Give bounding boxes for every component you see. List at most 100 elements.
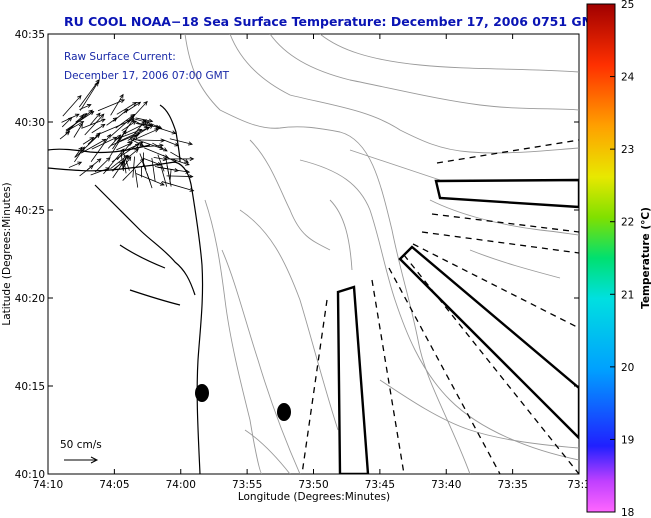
mooring-marker — [195, 384, 209, 402]
current-vector — [134, 169, 139, 188]
x-tick-label: 74:05 — [99, 479, 129, 491]
current-vector-head — [101, 138, 107, 143]
current-vector-head — [139, 142, 145, 147]
current-vector-head — [171, 130, 177, 135]
colorbar-tick-label: 21 — [621, 289, 634, 301]
current-vector-head — [74, 113, 80, 118]
coastline — [48, 104, 204, 474]
current-vector — [151, 157, 156, 182]
colorbar-tick-label: 22 — [621, 217, 634, 229]
current-vector-head — [184, 158, 189, 163]
current-vector — [144, 147, 169, 159]
current-vector — [65, 111, 94, 131]
current-vector — [116, 102, 137, 115]
current-vector — [129, 119, 147, 141]
current-vector — [111, 161, 123, 171]
colorbar-tick-label: 20 — [621, 362, 634, 374]
current-vector — [157, 154, 165, 172]
current-vector — [91, 124, 105, 134]
colorbar-tick-label: 23 — [621, 144, 634, 156]
current-vector-head — [148, 118, 154, 123]
current-label-line1: Raw Surface Current: — [64, 51, 176, 63]
mooring-marker — [277, 403, 291, 421]
y-tick-label: 40:15 — [15, 381, 45, 393]
current-vector — [90, 134, 111, 163]
current-vector-head — [159, 146, 165, 151]
scale-label: 50 cm/s — [60, 439, 102, 451]
current-vector-head — [77, 161, 83, 166]
y-tick-label: 40:30 — [15, 117, 45, 129]
current-vector-head — [89, 110, 95, 116]
colorbar-tick-label: 24 — [621, 72, 635, 84]
current-vector — [141, 161, 151, 183]
beam-box-southeast — [398, 245, 579, 440]
current-vector — [78, 79, 100, 108]
current-vector-head — [133, 134, 138, 139]
current-vector — [61, 117, 73, 128]
y-axis-label: Latitude (Degrees:Minutes) — [1, 182, 13, 325]
current-vector — [152, 142, 168, 152]
current-vector — [106, 117, 118, 126]
current-vector-head — [162, 147, 168, 152]
current-vector — [135, 173, 165, 186]
current-vector — [131, 118, 148, 129]
current-vector-head — [147, 122, 153, 127]
current-vector — [128, 101, 148, 123]
current-vector — [84, 113, 105, 136]
y-axis-ticks: 40:35 40:30 40:25 40:20 40:15 40:10 — [15, 29, 579, 481]
current-vector-head — [132, 102, 138, 107]
current-vector-head — [174, 142, 180, 147]
beam-line — [403, 254, 579, 474]
current-vector-head — [134, 148, 139, 153]
current-vector — [107, 134, 121, 149]
plot-area: Raw Surface Current: December 17, 2006 0… — [47, 33, 580, 475]
current-vector — [132, 156, 135, 178]
current-vector — [161, 181, 194, 192]
current-vector — [87, 132, 101, 145]
current-vector — [112, 109, 128, 122]
current-vector — [170, 158, 190, 166]
surface-current-vectors — [59, 79, 195, 192]
radar-beam-boxes — [336, 178, 579, 474]
current-vector-head — [78, 146, 83, 152]
colorbar-label: Temperature (°C) — [640, 207, 651, 309]
radar-beam-lines — [301, 139, 579, 474]
current-vector-head — [100, 118, 106, 123]
current-label-line2: December 17, 2006 07:00 GMT — [64, 70, 230, 82]
current-vector-head — [123, 108, 129, 114]
current-vector — [135, 117, 153, 122]
current-vector — [142, 157, 162, 166]
current-vector-head — [157, 161, 162, 166]
current-vector-head — [79, 121, 85, 126]
current-vector — [79, 82, 99, 111]
current-vector — [80, 138, 106, 154]
x-tick-label: 73:3 — [567, 479, 591, 491]
current-vector — [155, 126, 176, 134]
current-vector-head — [143, 124, 149, 129]
current-vector-head — [118, 161, 124, 166]
current-vector — [68, 161, 82, 168]
current-vector — [160, 165, 168, 187]
current-vector-head — [185, 169, 191, 174]
current-vector-head — [99, 113, 105, 119]
current-vector — [74, 146, 83, 158]
current-vector-head — [77, 94, 82, 100]
current-vector — [150, 123, 162, 130]
colorbar-gradient — [586, 3, 616, 513]
current-vector-head — [94, 81, 99, 87]
current-vector-head — [119, 93, 124, 99]
x-tick-label: 73:50 — [298, 479, 328, 491]
current-vector — [62, 95, 82, 117]
beam-line — [412, 243, 579, 329]
current-vector-head — [122, 129, 127, 135]
current-vector-head — [127, 156, 132, 162]
current-vector — [135, 122, 152, 125]
current-vector — [79, 104, 91, 110]
current-vector-head — [128, 142, 134, 146]
beam-box-east — [434, 178, 579, 209]
current-vector-head — [159, 181, 165, 186]
current-vector-head — [106, 133, 111, 139]
current-vector-head — [96, 132, 101, 137]
current-vector-head — [160, 138, 166, 143]
x-axis-label: Longitude (Degrees:Minutes) — [238, 491, 390, 503]
